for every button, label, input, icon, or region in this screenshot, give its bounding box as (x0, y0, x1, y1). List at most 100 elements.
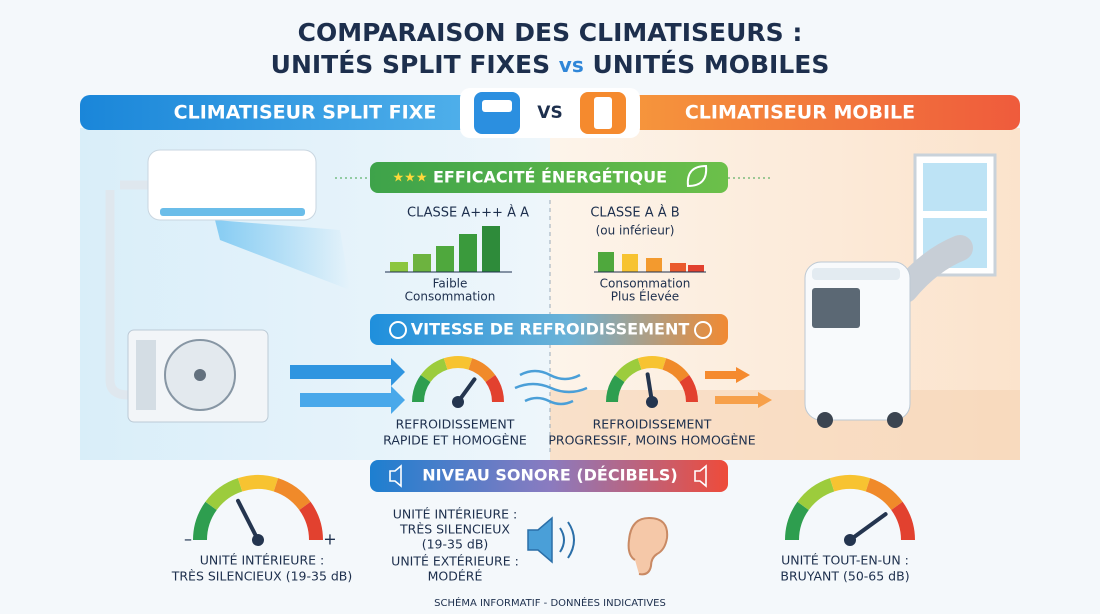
speaker-icon (389, 464, 402, 488)
timer-icon (389, 321, 407, 339)
deco-bar (459, 234, 477, 272)
gauge-arc (299, 501, 323, 541)
caption: BRUYANT (50-65 dB) (780, 569, 909, 584)
gauge-hub (252, 534, 264, 546)
caption: REFROIDISSEMENT (593, 417, 712, 432)
gauge-arc (237, 475, 279, 492)
footer: SCHÉMA INFORMATIF - DONNÉES INDICATIVES (434, 596, 666, 609)
deco-bar (436, 246, 454, 272)
gauge-arc (662, 358, 690, 383)
gauge-arc (443, 356, 473, 370)
portable-vent (812, 288, 860, 328)
section-pill (370, 162, 728, 193)
gauge-arc (468, 358, 496, 383)
arrow (300, 386, 405, 414)
wheel (887, 412, 903, 428)
note: (ou inférieur) (596, 224, 675, 238)
gauge-arc (420, 358, 448, 383)
caption: TRÈS SILENCIEUX (399, 522, 510, 537)
caption: UNITÉ INTÉRIEURE : (200, 553, 324, 568)
deco-bar (646, 258, 662, 272)
portable-panel (812, 268, 900, 280)
header-right (550, 95, 1020, 130)
deco-bar (413, 254, 431, 272)
title-line: COMPARAISON DES CLIMATISEURS : (298, 18, 803, 47)
section-pill (370, 460, 728, 492)
gauge-max: + (323, 530, 336, 549)
split-icon-unit (482, 100, 512, 112)
portable-unit (804, 261, 911, 421)
gauge-arc (865, 478, 903, 511)
gauge-arc (797, 478, 835, 511)
deco-bar (688, 265, 704, 272)
section-pill (370, 314, 728, 345)
gauge-arc (193, 501, 217, 541)
gauge-arc (205, 478, 243, 511)
arrow (715, 392, 772, 408)
gauge-arc (273, 478, 311, 511)
deco-bar (622, 254, 638, 272)
indoor-unit (147, 149, 317, 221)
timer-icon (694, 321, 712, 339)
gauge-hub (646, 396, 658, 408)
mobile-icon-unit (594, 97, 612, 129)
caption: Faible (433, 277, 468, 291)
fan-hub (194, 369, 206, 381)
caption: Consommation (405, 290, 496, 304)
energy-class: CLASSE A+++ À A (407, 205, 529, 221)
deco-bar (598, 252, 614, 272)
section-title: NIVEAU SONORE (DÉCIBELS) (422, 466, 677, 485)
caption: RAPIDE ET HOMOGÈNE (383, 433, 527, 448)
gauge-hub (844, 534, 856, 546)
deco-bar (390, 262, 408, 272)
gauge-arc (637, 356, 667, 370)
caption: UNITÉ EXTÉRIEURE : (391, 554, 519, 569)
gauge-arc (485, 374, 504, 403)
caption: Consommation (600, 277, 691, 291)
gauge-arc (606, 374, 625, 403)
section-title: EFFICACITÉ ÉNERGÉTIQUE (433, 168, 667, 187)
wind-icon (514, 369, 588, 406)
caption: REFROIDISSEMENT (396, 417, 515, 432)
caption: UNITÉ INTÉRIEURE : (393, 507, 517, 522)
deco-bar (482, 226, 500, 272)
caption: UNITÉ TOUT-EN-UN : (781, 553, 909, 568)
gauge-arc (785, 501, 809, 541)
gauge-needle (236, 498, 260, 542)
title-part: UNITÉS MOBILES (592, 50, 829, 79)
window-pane (923, 163, 987, 211)
leaf-icon (686, 164, 708, 188)
pipe (105, 190, 129, 400)
airflow (215, 220, 350, 290)
floor (550, 390, 1020, 460)
caption: TRÈS SILENCIEUX (19-35 dB) (171, 569, 353, 584)
arrow (705, 367, 750, 383)
split-icon (474, 92, 520, 134)
gauge-arc (829, 475, 871, 492)
gauge-hub (452, 396, 464, 408)
stars-icon: ★★★ (393, 171, 428, 186)
gauge-min: – (184, 530, 192, 549)
caption: MODÉRÉ (428, 569, 483, 584)
gauge-arc (891, 501, 915, 541)
sound-waves (559, 521, 575, 559)
energy-class: CLASSE A À B (590, 205, 679, 221)
title-part: UNITÉS SPLIT FIXES (271, 50, 550, 79)
caption: (19-35 dB) (422, 537, 489, 552)
caption: PROGRESSIF, MOINS HOMOGÈNE (548, 433, 755, 448)
gauge-needle (848, 512, 888, 542)
speaker-icon (694, 464, 707, 488)
caption: Plus Élevée (611, 289, 679, 304)
gauge-arc (412, 374, 431, 403)
title-vs: vs (559, 53, 584, 77)
ear-icon (627, 516, 669, 576)
section-title: VITESSE DE REFROIDISSEMENT (411, 320, 690, 339)
outdoor-grill (136, 340, 156, 410)
arrow (290, 358, 405, 386)
title-line: UNITÉS SPLIT FIXES vs UNITÉS MOBILES (271, 50, 830, 79)
wheel (817, 412, 833, 428)
vs-label: VS (537, 103, 562, 123)
gauge-arc (679, 374, 698, 403)
indoor-vent (160, 208, 305, 216)
